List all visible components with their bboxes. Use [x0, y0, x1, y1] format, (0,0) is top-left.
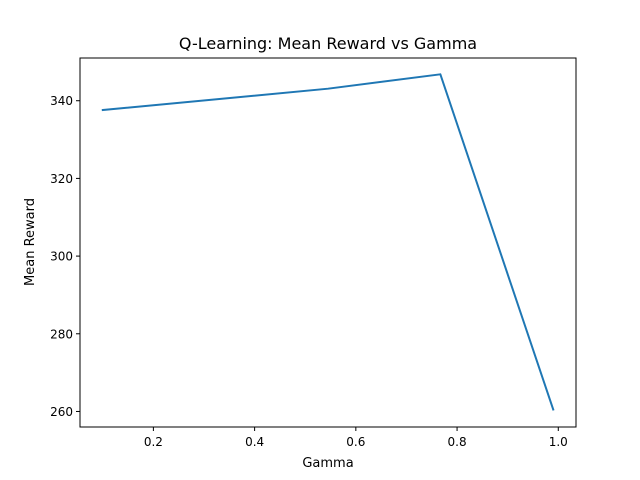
y-tick-label: 260	[50, 405, 73, 419]
x-axis: 0.2 0.4 0.6 0.8 1.0	[144, 427, 568, 449]
y-tick-label: 280	[50, 327, 73, 341]
series-line-0	[101, 73, 555, 411]
y-axis: 260 280 300 320 340	[50, 94, 80, 419]
x-tick-label: 0.8	[448, 435, 467, 449]
x-tick-label: 1.0	[549, 435, 568, 449]
y-tick-label: 320	[50, 172, 73, 186]
y-tick-label: 300	[50, 250, 73, 264]
plot-area	[101, 73, 555, 411]
x-tick-label: 0.4	[245, 435, 264, 449]
x-tick-label: 0.6	[346, 435, 365, 449]
x-axis-label: Gamma	[302, 456, 353, 471]
y-axis-label: Mean Reward	[23, 198, 38, 286]
y-tick-label: 340	[50, 94, 73, 108]
x-tick-label: 0.2	[144, 435, 163, 449]
plot-frame	[79, 57, 577, 428]
chart-title: Q-Learning: Mean Reward vs Gamma	[179, 34, 477, 53]
